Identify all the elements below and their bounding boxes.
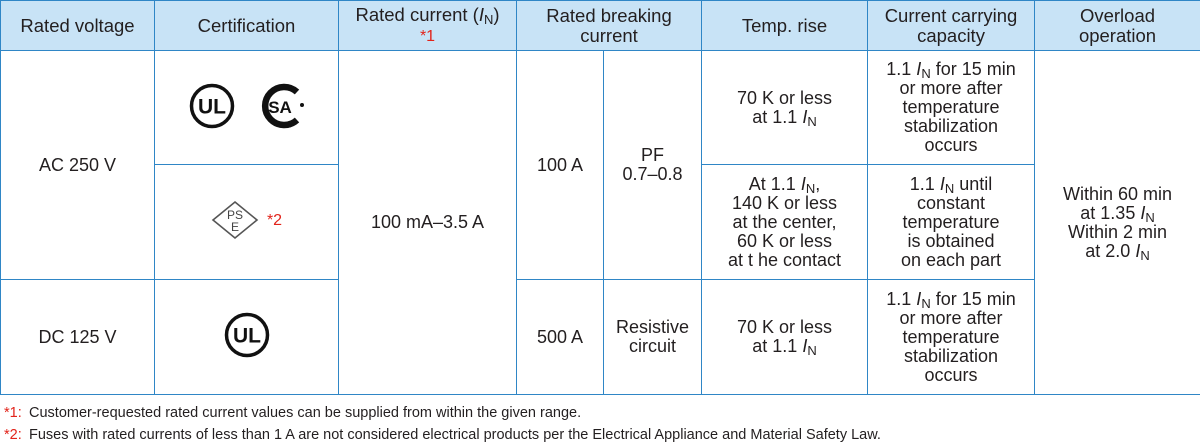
note-ref-1: *1: [419, 27, 436, 45]
cell-dc-voltage: DC 125 V: [0, 279, 155, 395]
header-overload-operation: Overload operation: [1034, 0, 1200, 51]
table-row: AC 250 V UL SA 100 mA–3.5 A 100 A: [0, 50, 1200, 395]
footnote-1: *1: Customer-requested rated current valu…: [4, 402, 881, 424]
cell-temp-rise-3: 70 K or less at 1.1 IN: [701, 279, 869, 395]
cell-resistive-circuit: Resistive circuit: [602, 279, 703, 395]
header-rated-voltage: Rated voltage: [0, 0, 155, 51]
header-rated-breaking-current: Rated breaking current: [515, 0, 703, 51]
footnotes: *1: Customer-requested rated current valu…: [4, 402, 881, 446]
header-current-carrying-capacity: Current carrying capacity: [867, 0, 1036, 51]
csa-icon: SA: [261, 83, 304, 128]
cell-rated-current-range: 100 mA–3.5 A: [338, 50, 517, 395]
header-rated-current: Rated current (IN) *1: [338, 0, 517, 51]
footnote-2: *2: Fuses with rated currents of less tha…: [4, 424, 881, 446]
cell-cert-ul-csa: UL SA: [154, 50, 339, 165]
footnote-marker: *2:: [4, 427, 22, 443]
ul-listed-icon: UL: [189, 83, 234, 128]
spec-table: Rated voltage Certification Rated curren…: [0, 0, 1200, 395]
cell-pf: PF 0.7–0.8: [602, 50, 703, 280]
cell-overload-operation: Within 60 min at 1.35 IN Within 2 min at…: [1034, 50, 1200, 395]
footnote-text: Customer-requested rated current values …: [29, 405, 582, 421]
svg-text:UL: UL: [233, 325, 261, 348]
cell-capacity-1: 1.1 IN for 15 min or more after temperat…: [867, 50, 1036, 165]
svg-text:UL: UL: [198, 95, 226, 118]
cell-capacity-3: 1.1 IN for 15 min or more after temperat…: [867, 279, 1036, 395]
cell-breaking-100a: 100 A: [516, 50, 604, 280]
header-certification: Certification: [154, 0, 339, 51]
note-ref-2: *2: [266, 211, 283, 229]
footnote-marker: *1:: [4, 405, 22, 421]
pse-diamond-icon: PS E: [211, 200, 259, 240]
cell-temp-rise-2: At 1.1 IN, 140 K or less at the center, …: [701, 164, 869, 280]
cell-capacity-2: 1.1 IN until constant temperature is obt…: [867, 164, 1036, 280]
header-row: Rated voltage Certification Rated curren…: [0, 0, 1200, 51]
svg-text:SA: SA: [268, 98, 292, 117]
cell-cert-pse: PS E *2: [154, 164, 339, 280]
cell-temp-rise-1: 70 K or less at 1.1 IN: [701, 50, 869, 165]
cell-ac-voltage: AC 250 V: [0, 50, 155, 280]
cell-breaking-500a: 500 A: [516, 279, 604, 395]
cell-cert-ul: UL: [154, 279, 339, 395]
footnote-text: Fuses with rated currents of less than 1…: [29, 427, 881, 443]
table-row: DC 125 V UL 500 A Resistive circuit 70 K …: [0, 279, 1200, 395]
ul-listed-icon: UL: [224, 312, 269, 358]
table-row: PS E *2 At 1.1 IN, 140 K or less at the …: [1, 164, 1200, 280]
header-temp-rise: Temp. rise: [701, 0, 869, 51]
svg-text:PS: PS: [227, 208, 243, 222]
svg-text:E: E: [231, 220, 239, 234]
